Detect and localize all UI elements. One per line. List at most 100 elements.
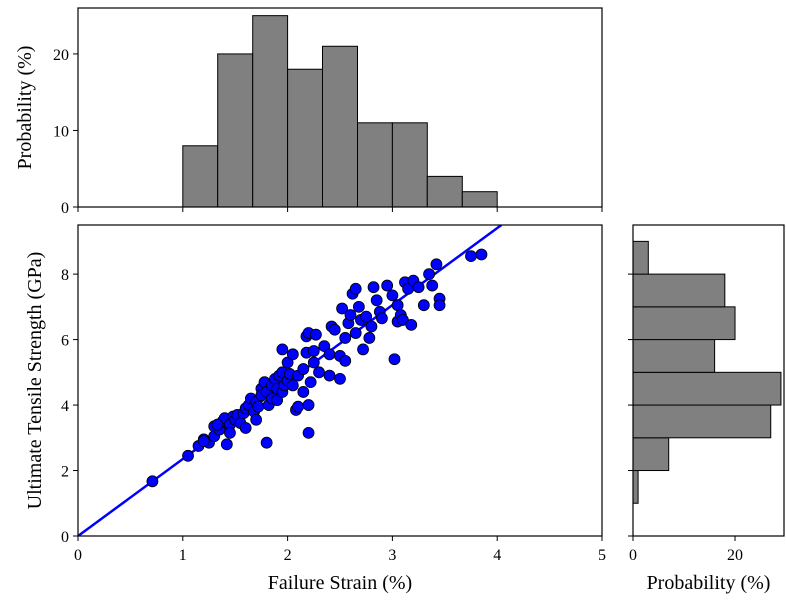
x-tick-label: 4 [493,547,501,564]
point [433,299,446,312]
point [307,345,320,357]
axes-frame [77,7,603,208]
y-axis-label: Ultimate Tensile Strength (GPa) [24,252,46,510]
point [388,353,401,366]
point [302,399,315,411]
point [146,475,159,488]
point [339,354,352,367]
point [412,281,425,294]
point [211,418,224,431]
panel: 0 1 2 3 4 5 0 2 4 6 8 Failure Strain (%) Ultimate Te… [24,224,606,594]
bar [633,371,782,406]
x-tick-label: 1 [179,547,187,564]
x-axis-label: Failure Strain (%) [268,572,412,594]
point [302,426,315,439]
point [363,332,376,344]
point [297,363,310,375]
y-tick-label: 10 [53,123,69,140]
point [365,320,378,333]
point [224,426,236,439]
point [391,299,404,312]
y-tick-label: 0 [61,200,69,217]
y-tick-label: 0 [61,529,69,546]
point [297,386,310,398]
panel: 0 10 20 Probability (%) [14,7,603,217]
x-tick-label: 0 [74,547,82,564]
x-tick-label: 0 [629,547,637,564]
x-tick-label: 3 [388,547,396,564]
point [197,435,210,447]
point [292,400,304,413]
point [307,356,320,369]
point [430,258,443,271]
bar [633,306,736,341]
point [352,300,365,313]
bar [217,53,254,207]
y-tick-label: 8 [61,267,69,284]
bar [461,191,498,207]
bar [633,470,639,504]
point [344,309,357,321]
point [334,372,346,385]
bar [633,404,772,439]
bar [252,15,289,207]
bar [357,122,393,207]
point [323,348,336,361]
bar [321,45,359,207]
point [182,449,194,462]
point [367,281,380,294]
y-tick-label: 20 [53,47,69,64]
bar [287,68,323,207]
x-tick-label: 2 [284,547,292,564]
point [465,250,477,263]
point [276,343,289,356]
point [260,436,273,449]
bar [182,145,219,207]
bar [633,273,726,308]
x-tick-label: 5 [598,547,606,564]
bar [633,437,670,472]
y-axis-label: Probability (%) [14,46,36,170]
point [349,327,362,339]
point [370,294,383,307]
point [381,279,394,292]
point [475,248,488,261]
y-tick-label: 2 [61,464,69,481]
point [349,282,362,295]
point [313,366,325,379]
point [309,328,322,341]
y-tick-label: 6 [61,333,69,350]
bar [391,122,428,207]
point [360,310,373,323]
point [423,268,435,281]
plot-area [182,15,498,207]
point [336,302,348,315]
point [405,318,418,331]
point [250,413,263,426]
bar [633,339,716,373]
axes-frame [632,224,785,537]
point [286,379,299,392]
axes-frame [77,224,603,537]
point [239,422,252,434]
point [286,348,299,361]
point [426,279,439,292]
point [328,323,341,336]
plot-area [78,225,503,536]
bar [633,240,649,275]
y-tick-label: 4 [61,398,69,415]
point [323,369,336,382]
point [304,376,317,389]
point [252,400,265,413]
plot-area [633,240,782,504]
x-tick-label: 20 [727,547,743,564]
point [357,343,369,356]
point [376,312,388,325]
point [339,332,352,344]
bar [426,175,463,207]
point [220,438,233,451]
x-axis-label: Probability (%) [647,572,771,594]
point [386,289,399,302]
panel: 0 20 Probability (%) [628,224,785,594]
